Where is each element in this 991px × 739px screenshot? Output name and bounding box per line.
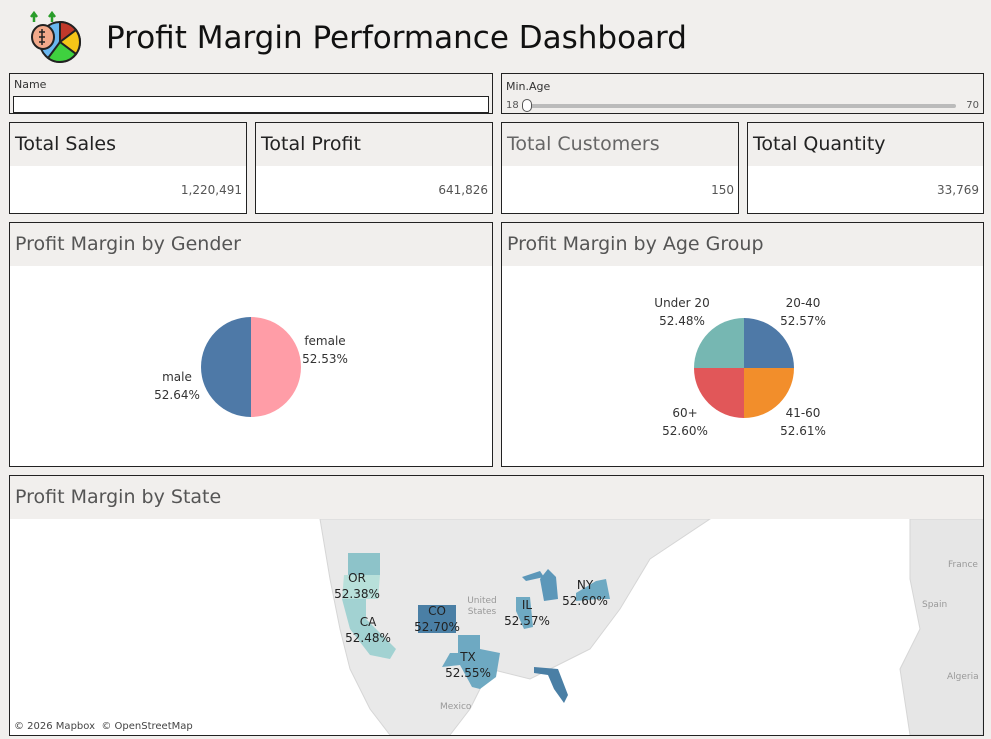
- state-CO[interactable]: [418, 605, 456, 633]
- state-tx-code: TX: [460, 650, 476, 664]
- logo-icon: [26, 10, 82, 66]
- under-20-value: 52.48%: [659, 314, 705, 328]
- state-il-value: 52.57%: [504, 614, 550, 628]
- name-filter-label: Name: [14, 78, 47, 91]
- state-map-title: Profit Margin by State: [10, 476, 983, 519]
- kpi-total-quantity: Total Quantity 33,769: [747, 122, 984, 214]
- pie-slice-male[interactable]: [201, 317, 251, 417]
- 41-60-value: 52.61%: [780, 424, 826, 438]
- 60-plus-value: 52.60%: [662, 424, 708, 438]
- state-ca-code: CA: [359, 615, 377, 629]
- state-tx-value: 52.55%: [445, 666, 491, 680]
- place-label-spain: Spain: [922, 600, 948, 610]
- state-CA[interactable]: [342, 599, 396, 659]
- place-label-algeria: Algeria: [947, 672, 979, 682]
- kpi-title: Total Profit: [256, 123, 492, 166]
- kpi-title: Total Sales: [10, 123, 246, 166]
- map-attribution[interactable]: © 2026 Mapbox © OpenStreetMap: [14, 721, 193, 732]
- kpi-title: Total Customers: [502, 123, 738, 166]
- min-age-slider-track[interactable]: [524, 104, 956, 108]
- land-europe-africa: [899, 519, 983, 735]
- state-co-value: 52.70%: [414, 620, 460, 634]
- female-label: female: [304, 334, 346, 348]
- kpi-total-profit: Total Profit 641,826: [255, 122, 493, 214]
- 41-60-label: 41-60: [785, 406, 821, 420]
- state-map-panel: Profit Margin by State OR 52.38% CA 52.48%…: [9, 475, 984, 736]
- under-20-label: Under 20: [654, 296, 710, 310]
- kpi-total-customers: Total Customers 150: [501, 122, 739, 214]
- state-OR[interactable]: [342, 575, 380, 599]
- pie-slice-20-40[interactable]: [744, 318, 794, 368]
- min-age-min: 18: [506, 100, 519, 111]
- kpi-value: 150: [711, 183, 734, 197]
- age-chart-title: Profit Margin by Age Group: [502, 223, 983, 266]
- page-title: Profit Margin Performance Dashboard: [106, 20, 687, 56]
- state-or-code: OR: [348, 571, 366, 585]
- pie-slice-under-20[interactable]: [694, 318, 744, 368]
- state-co-code: CO: [428, 604, 446, 618]
- state-FL[interactable]: [534, 667, 568, 703]
- min-age-filter: Min.Age 18 70: [501, 73, 984, 114]
- gender-chart-title: Profit Margin by Gender: [10, 223, 492, 266]
- pie-slice-female[interactable]: [251, 317, 301, 417]
- pie-slice-60-plus[interactable]: [694, 368, 744, 418]
- min-age-slider-handle[interactable]: [522, 99, 532, 112]
- min-age-label: Min.Age: [506, 80, 551, 93]
- state-ny-value: 52.60%: [562, 594, 608, 608]
- 60-plus-label: 60+: [672, 406, 698, 420]
- gender-chart-panel: Profit Margin by Gender female 52.53% mal…: [9, 222, 493, 467]
- state-il-code: IL: [521, 598, 533, 612]
- kpi-value: 641,826: [438, 183, 488, 197]
- state-MI[interactable]: [522, 569, 558, 601]
- kpi-title: Total Quantity: [748, 123, 983, 166]
- 20-40-label: 20-40: [785, 296, 821, 310]
- state-ny-code: NY: [576, 578, 594, 592]
- 20-40-value: 52.57%: [780, 314, 826, 328]
- min-age-max: 70: [966, 100, 979, 111]
- place-label-mexico: Mexico: [440, 702, 472, 712]
- state-NY[interactable]: [576, 579, 610, 601]
- state-TX[interactable]: [442, 635, 500, 689]
- state-IL[interactable]: [516, 597, 533, 629]
- age-chart-panel: Profit Margin by Age Group Under 20 52.48…: [501, 222, 984, 467]
- kpi-value: 1,220,491: [180, 183, 242, 197]
- name-filter: Name: [9, 73, 493, 114]
- state-or-value: 52.38%: [334, 587, 380, 601]
- pie-slice-41-60[interactable]: [744, 368, 794, 418]
- male-value: 52.64%: [154, 388, 200, 402]
- male-label: male: [162, 370, 192, 384]
- place-label-france: France: [948, 560, 978, 570]
- kpi-total-sales: Total Sales 1,220,491: [9, 122, 247, 214]
- name-input[interactable]: [13, 96, 489, 113]
- state-ca-value: 52.48%: [345, 631, 391, 645]
- state-map[interactable]: [10, 519, 983, 735]
- place-label-us: United States: [467, 596, 497, 617]
- kpi-value: 33,769: [937, 183, 979, 197]
- female-value: 52.53%: [302, 352, 348, 366]
- state-WA[interactable]: [348, 553, 380, 575]
